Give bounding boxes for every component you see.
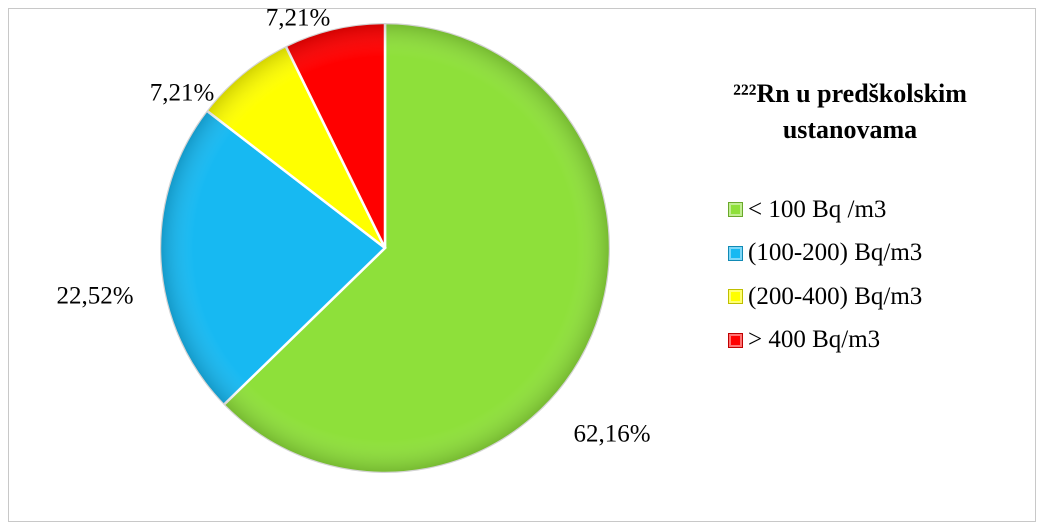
- legend-swatch: [728, 289, 743, 305]
- legend-item: < 100 Bq /m3: [728, 188, 922, 232]
- legend-label: < 100 Bq /m3: [748, 195, 887, 223]
- chart-frame: [8, 8, 1036, 522]
- legend-label: (100-200) Bq/m3: [748, 239, 923, 267]
- data-label: 22,52%: [56, 283, 133, 310]
- legend-item: (200-400) Bq/m3: [728, 275, 922, 319]
- legend-swatch: [728, 332, 743, 348]
- data-label: 62,16%: [573, 421, 650, 448]
- data-label: 7,21%: [150, 80, 215, 107]
- legend-item: > 400 Bq/m3: [728, 319, 922, 363]
- legend-label: (200-400) Bq/m3: [748, 282, 923, 310]
- legend: < 100 Bq /m3 (100-200) Bq/m3 (200-400) Bq/…: [728, 188, 922, 362]
- legend-label: > 400 Bq/m3: [748, 326, 881, 354]
- chart-title: ²²²Rn u predškolskim ustanovama: [733, 79, 967, 144]
- legend-item: (100-200) Bq/m3: [728, 232, 922, 276]
- legend-swatch: [728, 245, 743, 261]
- data-label: 7,21%: [266, 5, 331, 32]
- legend-swatch: [728, 202, 743, 218]
